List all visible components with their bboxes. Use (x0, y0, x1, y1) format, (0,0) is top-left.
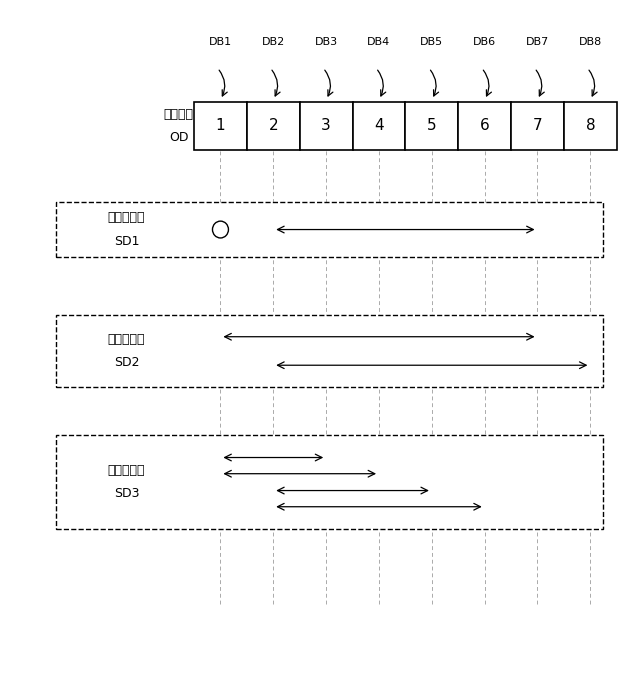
Text: 3: 3 (321, 119, 331, 134)
Bar (511, 102, 564, 150)
Text: DB7: DB7 (526, 37, 549, 47)
Text: DB6: DB6 (473, 37, 496, 47)
Text: 分散データ: 分散データ (108, 212, 145, 225)
Text: 分散データ: 分散データ (108, 464, 145, 477)
Text: 4: 4 (374, 119, 384, 134)
Bar (353, 102, 405, 150)
Bar (194, 102, 247, 150)
Text: 6: 6 (480, 119, 490, 134)
Text: DB4: DB4 (367, 37, 390, 47)
Text: 1: 1 (216, 119, 225, 134)
Bar (56, 316, 603, 387)
Bar (458, 102, 511, 150)
Bar (300, 102, 353, 150)
Text: DB3: DB3 (315, 37, 338, 47)
Bar (247, 102, 300, 150)
Bar (56, 435, 603, 529)
Text: 8: 8 (586, 119, 595, 134)
Text: DB8: DB8 (579, 37, 602, 47)
Text: SD3: SD3 (114, 487, 140, 500)
Bar (564, 102, 617, 150)
Bar (56, 202, 603, 257)
Text: 分散データ: 分散データ (108, 333, 145, 346)
Bar (405, 102, 458, 150)
Text: OD: OD (169, 131, 188, 144)
Text: DB1: DB1 (209, 37, 232, 47)
Text: SD2: SD2 (114, 356, 140, 369)
Text: 元データ: 元データ (164, 107, 194, 121)
Text: 5: 5 (427, 119, 436, 134)
Text: SD1: SD1 (114, 235, 140, 248)
Text: DB2: DB2 (262, 37, 285, 47)
Text: 7: 7 (532, 119, 542, 134)
Text: DB5: DB5 (420, 37, 444, 47)
Text: 2: 2 (269, 119, 278, 134)
